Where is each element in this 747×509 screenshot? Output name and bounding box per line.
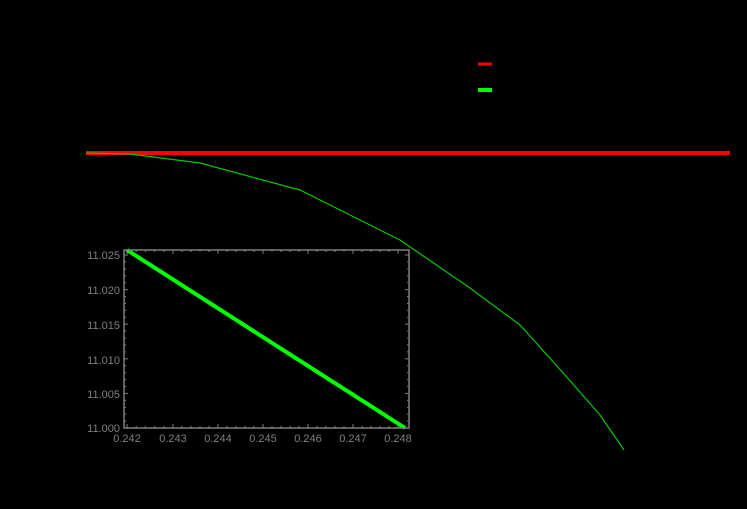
inset-plot: 0.242 0.243 0.244 0.245 0.246 0.247 0.24… [87,248,412,445]
green-series-line [85,152,625,451]
legend [478,62,492,92]
y-tick-label: 11.015 [87,320,120,332]
x-tick-label: 0.244 [204,433,232,445]
x-tick-label: 0.247 [339,433,367,445]
y-tick-label: 11.010 [87,355,120,367]
inset-y-tick-labels: 11.000 11.005 11.010 11.015 11.020 11.02… [87,250,120,435]
y-tick-label: 11.025 [87,250,120,262]
inset-green-line [125,248,407,430]
x-tick-label: 0.248 [384,433,412,445]
main-plot [85,151,730,451]
inset-x-tick-labels: 0.242 0.243 0.244 0.245 0.246 0.247 0.24… [113,433,412,445]
y-tick-label: 11.020 [87,285,120,297]
y-tick-label: 11.000 [87,423,120,435]
x-tick-label: 0.243 [159,433,187,445]
y-tick-label: 11.005 [87,389,120,401]
x-tick-label: 0.245 [249,433,277,445]
x-tick-label: 0.242 [113,433,141,445]
inset-frame [123,249,410,429]
x-tick-label: 0.246 [294,433,322,445]
